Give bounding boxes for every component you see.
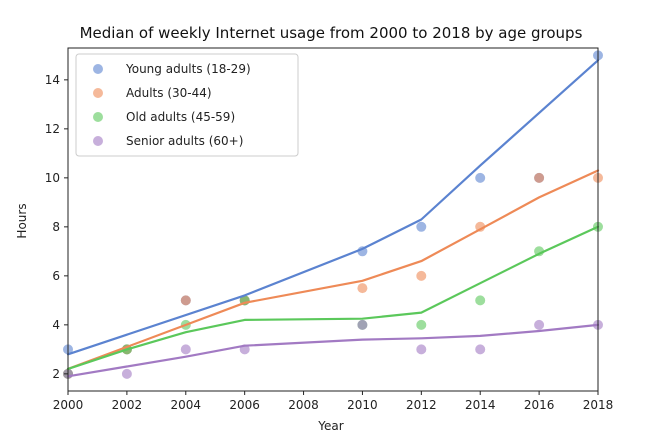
legend-box: [75, 53, 299, 157]
y-axis-label: Hours: [15, 203, 29, 238]
legend-label: Old adults (45-59): [126, 110, 235, 124]
x-tick-label: 2000: [53, 398, 84, 412]
series-1-trend-line: [66, 169, 600, 370]
legend-marker: [93, 112, 103, 122]
legend-label: Senior adults (60+): [126, 134, 243, 148]
series-0-trend-line: [66, 59, 600, 356]
y-tick-label: 10: [45, 171, 60, 185]
legend-marker: [93, 64, 103, 74]
data-point: [475, 221, 486, 232]
legend-label: Adults (30-44): [126, 86, 212, 100]
series-2-trend-line: [66, 225, 600, 370]
data-point: [180, 344, 191, 355]
data-point: [357, 319, 368, 330]
y-tick-label: 2: [52, 367, 60, 381]
x-tick-label: 2016: [524, 398, 555, 412]
series-2-points: [63, 221, 603, 379]
x-tick-label: 2010: [347, 398, 378, 412]
y-tick-label: 14: [45, 73, 60, 87]
x-tick-label: 2008: [288, 398, 319, 412]
data-point: [416, 319, 427, 330]
data-point: [180, 295, 191, 306]
x-tick-label: 2002: [112, 398, 143, 412]
y-tick-label: 12: [45, 122, 60, 136]
data-point: [357, 283, 368, 294]
x-axis-label: Year: [317, 419, 343, 433]
legend-label: Young adults (18-29): [125, 62, 251, 76]
y-tick-label: 6: [52, 269, 60, 283]
x-tick-label: 2014: [465, 398, 496, 412]
legend-marker: [93, 136, 103, 146]
data-point: [416, 221, 427, 232]
legend: Young adults (18-29) Adults (30-44) Old ad…: [75, 53, 299, 157]
data-point: [475, 172, 486, 183]
series-3-trend-line: [66, 323, 600, 378]
axes-frame: [67, 47, 599, 392]
x-tick-label: 2012: [406, 398, 437, 412]
y-tick-label: 8: [52, 220, 60, 234]
x-tick-label: 2006: [229, 398, 260, 412]
series-1-points: [63, 172, 603, 379]
y-tick-label: 4: [52, 318, 60, 332]
plot-area: 2000 2002 2004 2006 2008 2010 2012 2014 2016 2018…: [45, 47, 614, 412]
data-point: [534, 172, 545, 183]
data-point: [475, 344, 486, 355]
data-point: [121, 368, 132, 379]
x-tick-label: 2004: [171, 398, 202, 412]
x-tick-label: 2018: [583, 398, 614, 412]
data-point: [475, 295, 486, 306]
chart-title: Median of weekly Internet usage from 200…: [80, 24, 583, 42]
data-point: [534, 319, 545, 330]
data-point: [416, 270, 427, 281]
legend-marker: [93, 88, 103, 98]
data-point: [416, 344, 427, 355]
